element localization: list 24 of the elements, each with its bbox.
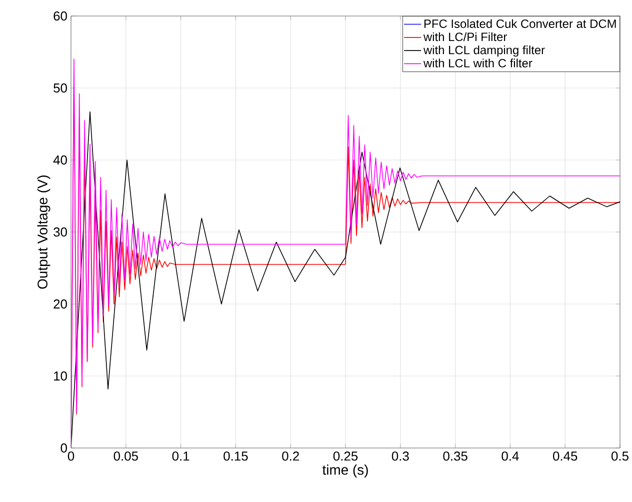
x-axis-title: time (s)	[322, 464, 368, 478]
x-tick-label: 0.05	[114, 452, 138, 461]
y-tick-label: 50	[54, 83, 67, 93]
legend-label: with LCL damping filter	[423, 45, 545, 57]
legend-label: with LCL with C filter	[423, 58, 532, 68]
x-tick-label: 0.1	[172, 452, 190, 461]
y-tick-label: 20	[54, 299, 67, 309]
x-tick-label: 0.35	[443, 452, 468, 461]
x-tick-label: 0.2	[282, 452, 299, 461]
y-axis-title: Output Voltage (V)	[37, 176, 50, 289]
x-tick-label: 0.5	[612, 452, 628, 461]
y-tick-label: 0	[60, 443, 67, 453]
legend-label: with LC/Pi Filter	[423, 32, 507, 42]
x-tick-label: 0.45	[553, 452, 578, 461]
y-tick-label: 40	[53, 155, 67, 165]
x-tick-label: 0.3	[392, 452, 409, 461]
y-tick-label: 60	[54, 11, 67, 21]
y-tick-label: 10	[54, 371, 67, 381]
x-tick-label: 0	[68, 452, 74, 461]
x-tick-label: 0.15	[224, 452, 248, 461]
y-tick-label: 30	[54, 227, 67, 237]
x-tick-label: 0.25	[333, 452, 358, 461]
x-tick-label: 0.4	[502, 452, 519, 461]
legend-label: PFC Isolated Cuk Converter at DCM	[424, 19, 616, 28]
